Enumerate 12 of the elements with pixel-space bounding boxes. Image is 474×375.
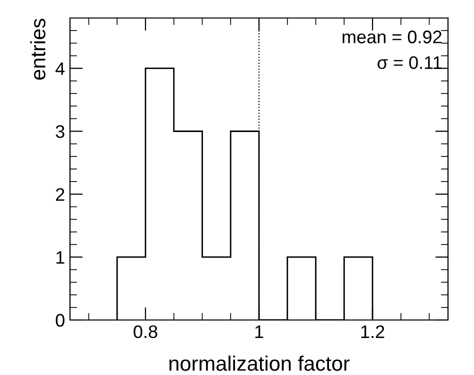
annotation: σ = 0.11 bbox=[378, 56, 442, 70]
x-tick-label: 0.8 bbox=[134, 325, 158, 338]
annotation: mean = 0.92 bbox=[342, 30, 442, 44]
y-tick-label: 0 bbox=[56, 314, 64, 327]
y-axis-title: entries bbox=[30, 18, 46, 80]
y-tick-label: 3 bbox=[56, 125, 64, 138]
x-tick-label: 1.2 bbox=[361, 325, 384, 338]
x-tick-label: 1 bbox=[255, 326, 264, 338]
y-tick-label: 1 bbox=[56, 251, 64, 264]
x-axis-title: normalization factor bbox=[169, 356, 350, 371]
y-tick-label: 4 bbox=[56, 62, 65, 75]
y-tick-label: 2 bbox=[56, 188, 64, 201]
